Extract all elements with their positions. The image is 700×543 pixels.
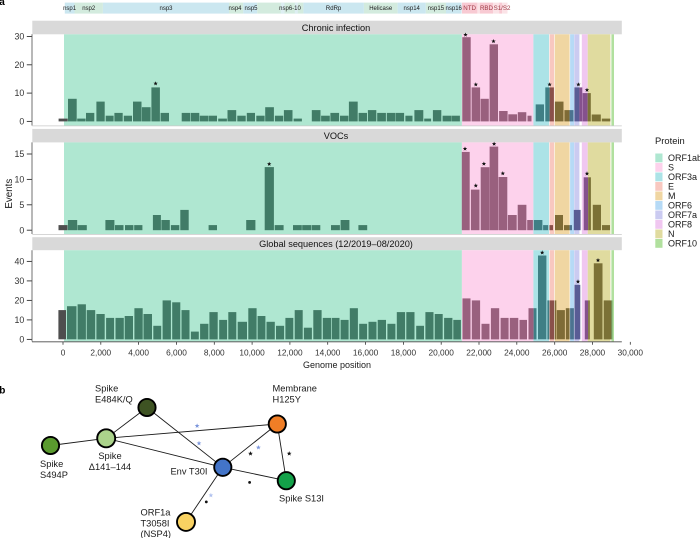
svg-text:E: E — [668, 182, 674, 192]
svg-text:22,000: 22,000 — [466, 348, 492, 358]
svg-text:5: 5 — [19, 200, 24, 210]
svg-text:T3058I: T3058I — [141, 518, 170, 528]
svg-text:nsp15: nsp15 — [428, 6, 445, 12]
svg-text:18,000: 18,000 — [391, 348, 417, 358]
svg-text:Chronic infection: Chronic infection — [302, 23, 370, 33]
svg-text:Spike: Spike — [40, 459, 63, 469]
svg-text:10,000: 10,000 — [239, 348, 265, 358]
svg-text:S494P: S494P — [40, 470, 68, 480]
svg-text:ORF1ab: ORF1ab — [668, 153, 700, 163]
svg-text:20: 20 — [15, 60, 25, 70]
svg-text:nsp2: nsp2 — [82, 6, 96, 12]
svg-text:14,000: 14,000 — [315, 348, 341, 358]
svg-text:Membrane: Membrane — [273, 384, 317, 394]
svg-text:nsp5: nsp5 — [244, 6, 258, 12]
svg-text:40: 40 — [15, 257, 25, 267]
svg-text:S: S — [668, 163, 674, 173]
svg-text:4,000: 4,000 — [128, 348, 149, 358]
svg-text:nsp14: nsp14 — [404, 6, 421, 12]
svg-text:0: 0 — [61, 348, 66, 358]
svg-text:H125Y: H125Y — [273, 394, 301, 404]
svg-text:ORF6: ORF6 — [668, 201, 692, 211]
svg-text:VOCs: VOCs — [324, 131, 349, 141]
svg-text:30: 30 — [15, 276, 25, 286]
svg-text:Env T30I: Env T30I — [170, 466, 207, 476]
svg-text:Δ141–144: Δ141–144 — [89, 462, 131, 472]
svg-text:NTD: NTD — [463, 5, 476, 12]
svg-text:nsp16: nsp16 — [446, 6, 463, 12]
svg-text:15: 15 — [15, 149, 25, 159]
svg-text:S1/S2: S1/S2 — [494, 5, 511, 12]
svg-text:20: 20 — [15, 296, 25, 306]
svg-text:Spike S13I: Spike S13I — [279, 493, 324, 503]
svg-text:N: N — [668, 229, 675, 239]
svg-text:Events: Events — [4, 179, 15, 209]
svg-text:30: 30 — [15, 32, 25, 42]
svg-text:0: 0 — [19, 225, 24, 235]
svg-text:2,000: 2,000 — [90, 348, 111, 358]
svg-text:6,000: 6,000 — [166, 348, 187, 358]
svg-text:nsp6-10: nsp6-10 — [279, 6, 301, 12]
svg-text:ORF8: ORF8 — [668, 220, 692, 230]
svg-text:8,000: 8,000 — [204, 348, 225, 358]
svg-text:b: b — [0, 386, 5, 397]
svg-text:Helicase: Helicase — [369, 6, 393, 12]
svg-text:10: 10 — [15, 88, 25, 98]
svg-text:ORF1a: ORF1a — [141, 508, 172, 518]
svg-text:16,000: 16,000 — [353, 348, 379, 358]
svg-text:ORF10: ORF10 — [668, 239, 697, 249]
svg-text:10: 10 — [15, 315, 25, 325]
svg-text:RdRp: RdRp — [326, 6, 342, 12]
svg-text:Spike: Spike — [95, 384, 118, 394]
svg-text:ORF7a: ORF7a — [668, 210, 697, 220]
svg-text:0: 0 — [19, 335, 24, 345]
svg-text:nsp4: nsp4 — [228, 6, 242, 12]
svg-text:12,000: 12,000 — [277, 348, 303, 358]
svg-text:24,000: 24,000 — [504, 348, 530, 358]
svg-text:26,000: 26,000 — [542, 348, 568, 358]
svg-text:20,000: 20,000 — [429, 348, 455, 358]
svg-text:Genome position: Genome position — [303, 360, 371, 370]
svg-text:nsp3: nsp3 — [159, 6, 173, 12]
svg-text:E484K/Q: E484K/Q — [95, 394, 133, 404]
svg-text:10: 10 — [15, 175, 25, 185]
svg-text:M: M — [668, 191, 676, 201]
svg-text:(NSP4): (NSP4) — [141, 529, 171, 538]
svg-text:28,000: 28,000 — [580, 348, 606, 358]
svg-text:a: a — [0, 0, 5, 8]
svg-text:Protein: Protein — [655, 135, 685, 146]
svg-text:ORF3a: ORF3a — [668, 172, 697, 182]
svg-text:30,000: 30,000 — [618, 348, 644, 358]
svg-text:nsp1: nsp1 — [63, 6, 77, 12]
svg-text:0: 0 — [19, 117, 24, 127]
svg-text:Global sequences (12/2019–08/2: Global sequences (12/2019–08/2020) — [259, 239, 413, 249]
svg-text:RBD: RBD — [480, 5, 494, 12]
svg-text:Spike: Spike — [98, 451, 121, 461]
